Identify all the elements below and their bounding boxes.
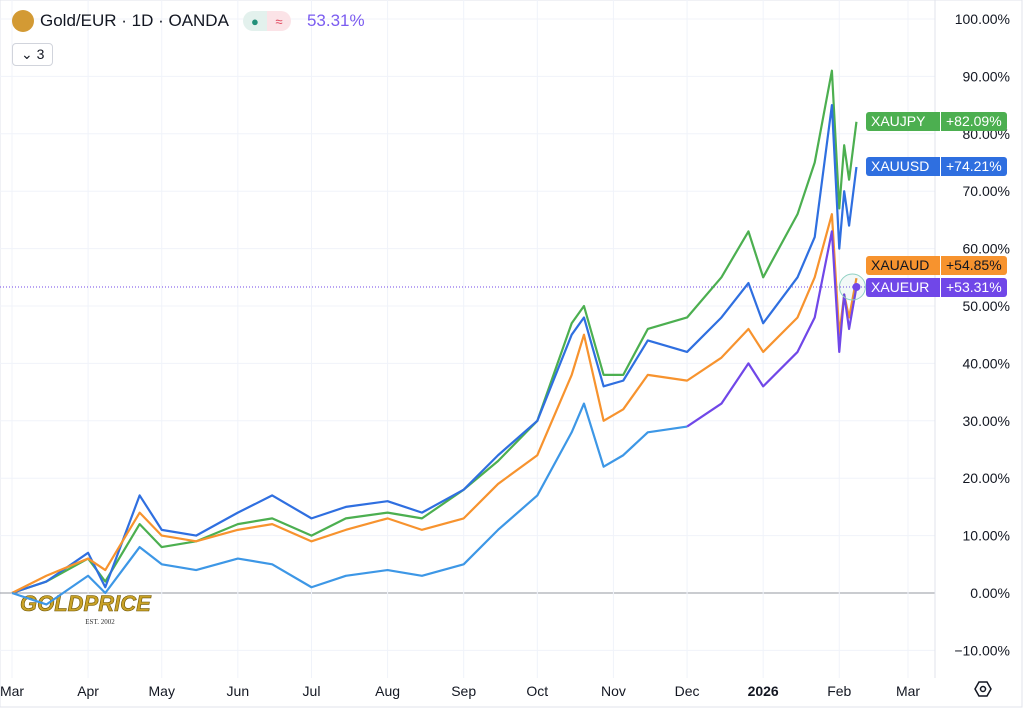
x-tick-label: May xyxy=(149,683,175,699)
series-name: XAUJPY xyxy=(866,112,941,131)
gold-icon xyxy=(12,10,34,32)
series-toggle-button[interactable]: ⌄ 3 xyxy=(12,43,54,66)
series-line-xauusd xyxy=(11,103,858,595)
x-tick-label: Nov xyxy=(601,683,626,699)
series-line-xaujpy xyxy=(11,69,858,595)
x-tick-label: 2026 xyxy=(748,683,779,699)
series-label-xaueur: XAUEUR +53.31% xyxy=(866,278,1007,297)
symbol-title[interactable]: Gold/EUR · 1D · OANDA xyxy=(40,11,229,30)
chart-header: Gold/EUR · 1D · OANDA ● ≈ 53.31% xyxy=(12,10,365,32)
market-status-pill[interactable]: ● ≈ xyxy=(242,11,291,31)
change-indicator: ≈ xyxy=(266,11,291,31)
y-tick-label: 0.00% xyxy=(970,585,1010,601)
x-tick-label: Aug xyxy=(375,683,400,699)
x-tick-label: Mar xyxy=(896,683,920,699)
x-tick-label: Dec xyxy=(675,683,700,699)
svg-text:GOLDPRICE: GOLDPRICE xyxy=(20,591,152,616)
y-tick-label: −10.00% xyxy=(954,642,1010,658)
y-tick-label: 30.00% xyxy=(963,413,1010,429)
series-name: XAUAUD xyxy=(866,256,941,275)
y-tick-label: 90.00% xyxy=(963,68,1010,84)
y-tick-label: 40.00% xyxy=(963,355,1010,371)
series-label-xauusd: XAUUSD +74.21% xyxy=(866,157,1007,176)
series-line-xaueur xyxy=(11,402,688,606)
series-label-xauaud: XAUAUD +54.85% xyxy=(866,256,1007,275)
x-tick-label: Jun xyxy=(227,683,250,699)
settings-icon[interactable] xyxy=(974,681,992,697)
series-value: +53.31% xyxy=(946,279,1002,295)
market-open-dot-icon: ● xyxy=(242,11,267,31)
series-value: +82.09% xyxy=(946,113,1002,129)
y-tick-label: 60.00% xyxy=(963,241,1010,257)
y-tick-label: 100.00% xyxy=(955,11,1010,27)
series-label-xaujpy: XAUJPY +82.09% xyxy=(866,112,1007,131)
y-tick-label: 10.00% xyxy=(963,528,1010,544)
x-tick-label: Apr xyxy=(77,683,99,699)
settings-icon-center xyxy=(979,685,987,693)
current-value: 53.31% xyxy=(306,11,365,30)
last-point-marker xyxy=(852,283,861,292)
y-tick-label: 50.00% xyxy=(963,298,1010,314)
logo-watermark: GOLDPRICE EST. 2002 xyxy=(20,591,153,626)
svg-text:EST. 2002: EST. 2002 xyxy=(85,618,115,626)
y-tick-label: 70.00% xyxy=(963,183,1010,199)
chevron-down-icon: ⌄ xyxy=(21,46,37,62)
series-line-xauaud xyxy=(11,213,858,594)
series-value: +74.21% xyxy=(946,158,1002,174)
series-name: XAUEUR xyxy=(866,278,941,297)
y-tick-label: 20.00% xyxy=(963,470,1010,486)
series-count: 3 xyxy=(36,46,45,62)
x-tick-label: Mar xyxy=(0,683,24,699)
series-line-xaueur xyxy=(686,230,858,428)
series-value: +54.85% xyxy=(946,257,1002,273)
x-tick-label: Sep xyxy=(451,683,476,699)
x-tick-label: Feb xyxy=(827,683,851,699)
x-tick-label: Oct xyxy=(526,683,548,699)
series-name: XAUUSD xyxy=(866,157,941,176)
x-tick-label: Jul xyxy=(303,683,321,699)
